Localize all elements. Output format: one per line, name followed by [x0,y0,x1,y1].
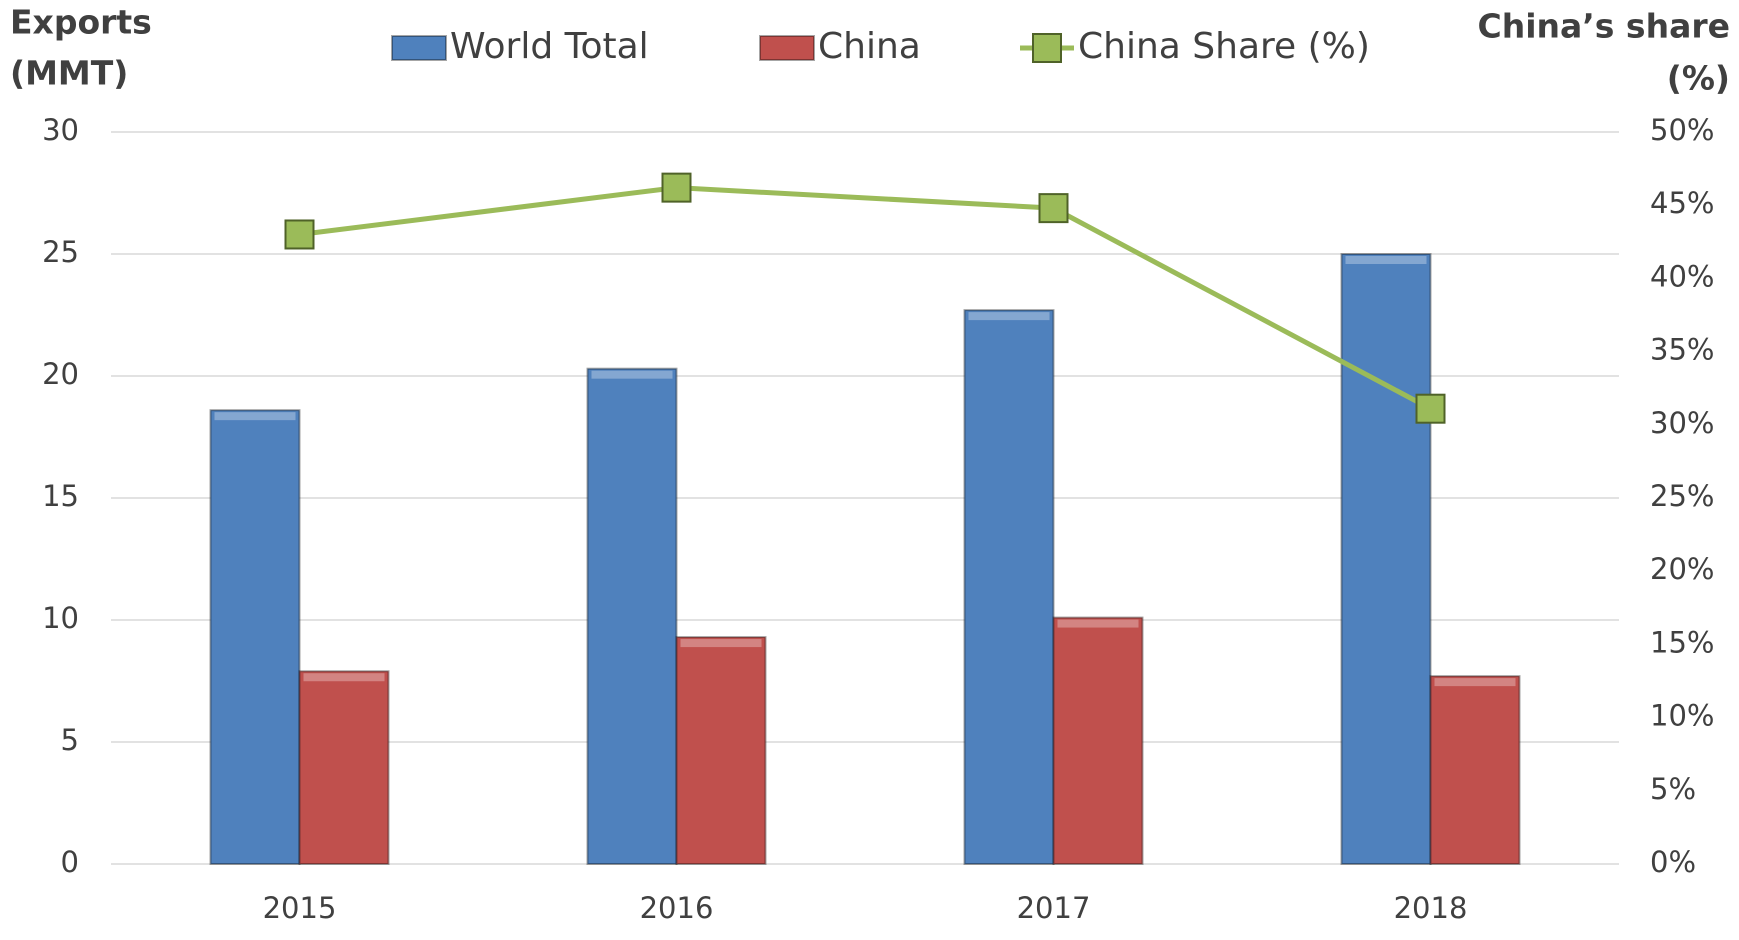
y2-axis-label: (%) [1667,59,1730,98]
y2-tick-label: 50% [1650,113,1714,147]
legend-swatch [1032,33,1062,63]
line-marker [1415,393,1446,424]
bar [1340,253,1432,865]
y2-tick-label: 10% [1650,699,1714,733]
y-axis-label: (MMT) [10,54,128,93]
y-tick-label: 0 [61,845,79,879]
line-series [299,185,1432,411]
y2-tick-label: 0% [1650,845,1696,879]
bar-highlight [303,673,385,682]
bar-highlight [1057,619,1139,628]
y2-tick-label: 25% [1650,479,1714,513]
y-tick-label: 30 [42,113,79,147]
x-tick-label: 2017 [1017,891,1091,925]
bar [209,409,301,865]
line-marker [661,172,692,203]
x-tick-label: 2018 [1394,891,1468,925]
legend-label: China Share (%) [1078,26,1370,67]
y2-tick-label: 35% [1650,333,1714,367]
bar-highlight [214,412,296,421]
y-tick-label: 15 [42,479,79,513]
x-tick-label: 2016 [640,891,714,925]
x-tick-label: 2015 [263,891,337,925]
bar-highlight [591,370,673,379]
y2-axis-label: China’s share [1477,7,1730,46]
legend-label: World Total [450,26,649,67]
bar [1052,616,1144,865]
y2-tick-label: 15% [1650,625,1714,659]
line-marker [284,219,315,250]
bar-highlight [1434,678,1516,687]
bar [298,670,390,865]
y-tick-label: 25 [42,235,79,269]
bar-highlight [680,639,762,648]
y2-tick-label: 30% [1650,406,1714,440]
bar [586,367,678,865]
y2-tick-label: 40% [1650,259,1714,293]
legend-label: China [818,26,921,67]
y-tick-label: 10 [42,601,79,635]
y-tick-label: 5 [61,723,79,757]
legend-swatch [391,35,447,61]
bar-highlight [1345,256,1427,264]
bar-highlight [968,312,1050,321]
y2-tick-label: 5% [1650,772,1696,806]
y-tick-label: 20 [42,357,79,391]
line-marker [1038,193,1069,224]
y2-tick-label: 20% [1650,552,1714,586]
bar [963,309,1055,865]
bar [675,636,767,866]
y-axis-label: Exports [10,3,152,42]
y2-tick-label: 45% [1650,186,1714,220]
legend-swatch [759,35,815,61]
bar [1429,675,1521,865]
